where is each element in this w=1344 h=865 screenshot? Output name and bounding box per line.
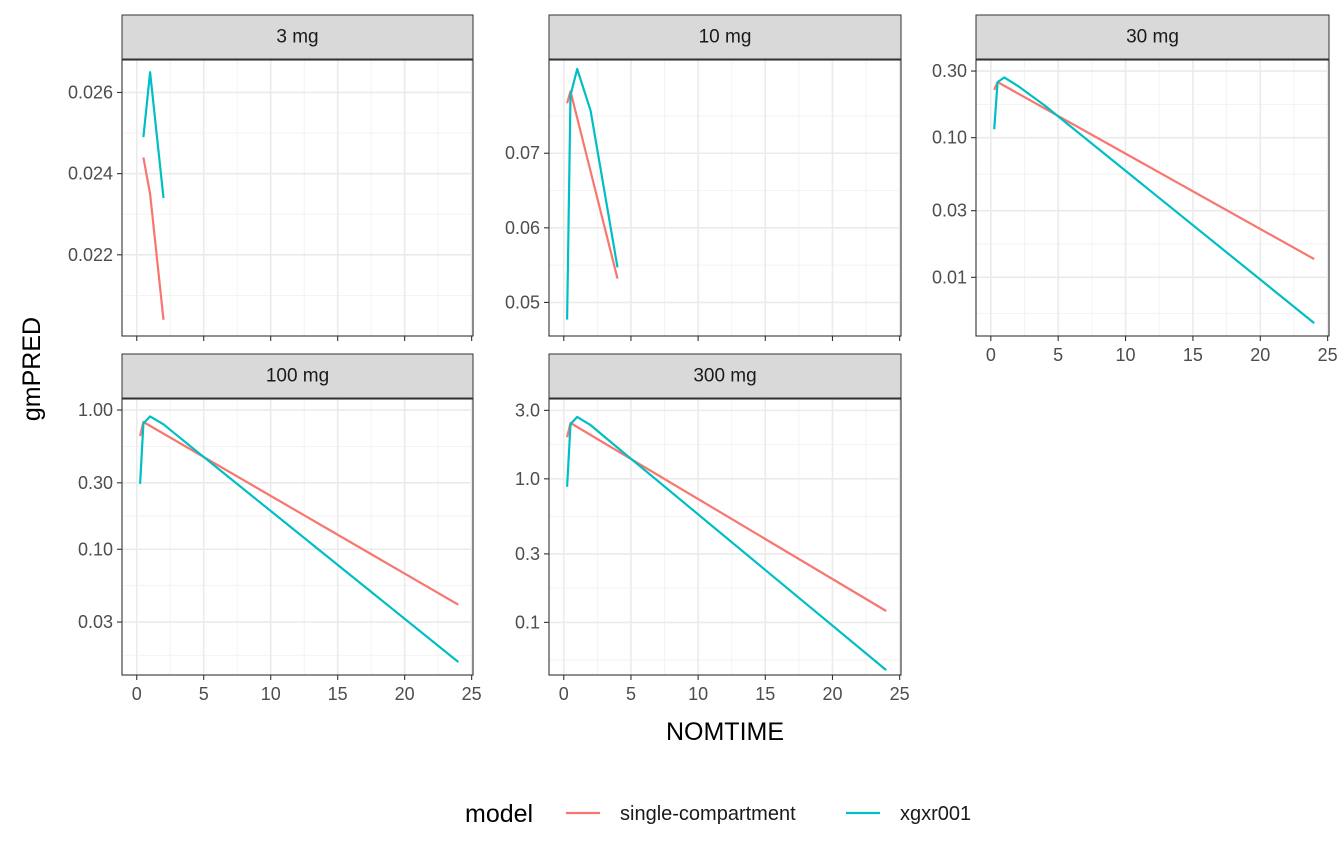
panel-border	[121, 398, 474, 676]
facet-label: 100 mg	[266, 366, 329, 387]
x-axis-title: NOMTIME	[666, 718, 784, 746]
series-line-single-compartment	[142, 157, 165, 320]
y-tick-label: 0.1	[515, 612, 540, 632]
x-tick-label: 25	[890, 684, 910, 704]
x-tick-label: 25	[462, 684, 482, 704]
y-tick-label: 0.026	[68, 82, 113, 102]
x-tick-label: 10	[261, 684, 281, 704]
plot-background	[549, 60, 901, 336]
legend-label-xgxr001: xgxr001	[900, 803, 971, 825]
x-tick-label: 15	[755, 684, 775, 704]
y-tick-label: 0.30	[932, 61, 967, 81]
y-tick-label: 0.03	[932, 201, 967, 221]
panel-border	[121, 59, 474, 337]
x-tick-label: 5	[626, 684, 636, 704]
x-tick-label: 10	[688, 684, 708, 704]
facet-strip	[121, 353, 474, 399]
facet-label: 30 mg	[1126, 27, 1179, 48]
y-tick-label: 0.30	[78, 473, 113, 493]
series-line-xgxr001	[993, 76, 1315, 324]
x-tick-label: 25	[1318, 345, 1338, 365]
x-tick-label: 15	[328, 684, 348, 704]
y-tick-label: 3.0	[515, 400, 540, 420]
y-tick-label: 0.022	[68, 245, 113, 265]
plot-background	[976, 60, 1329, 336]
y-tick-label: 0.10	[78, 539, 113, 559]
x-tick-label: 20	[395, 684, 415, 704]
panel-10-mg: 10 mg 0.05 0.06 0.07	[505, 14, 902, 341]
y-tick-label: 0.01	[932, 267, 967, 287]
y-tick-label: 0.07	[505, 143, 540, 163]
panel-border	[548, 398, 902, 676]
plot-background	[122, 399, 473, 675]
panel-border	[548, 59, 902, 337]
y-tick-label: 0.03	[78, 612, 113, 632]
facet-label: 10 mg	[699, 27, 752, 48]
x-tick-label: 5	[199, 684, 209, 704]
series-line-xgxr001	[139, 415, 459, 663]
y-tick-label: 0.05	[505, 292, 540, 312]
y-tick-label: 0.3	[515, 544, 540, 564]
y-tick-label: 0.024	[68, 164, 113, 184]
facet-label: 3 mg	[276, 27, 318, 48]
series-line-xgxr001	[566, 415, 887, 671]
legend: model single-compartment xgxr001	[465, 800, 971, 828]
legend-title: model	[465, 800, 533, 828]
x-tick-label: 0	[986, 345, 996, 365]
facet-label: 300 mg	[693, 366, 756, 387]
series-line-xgxr001	[142, 71, 165, 199]
plot-background	[122, 60, 473, 336]
y-tick-label: 1.0	[515, 469, 540, 489]
x-tick-label: 10	[1116, 345, 1136, 365]
facet-strip	[548, 14, 902, 60]
x-tick-label: 5	[1053, 345, 1063, 365]
y-axis-title: gmPRED	[18, 317, 46, 421]
x-tick-label: 15	[1183, 345, 1203, 365]
panel-100-mg: 100 mg 0.03 0.10 0.30 1.00 0 5 10 15 20 25	[78, 353, 482, 704]
panel-30-mg: 30 mg 0.01 0.03 0.10 0.30 0 5 10 15 20 25	[932, 14, 1338, 365]
legend-label-single-compartment: single-compartment	[620, 803, 796, 825]
x-tick-label: 20	[1250, 345, 1270, 365]
x-tick-label: 0	[559, 684, 569, 704]
x-tick-label: 0	[132, 684, 142, 704]
facet-strip	[121, 14, 474, 60]
panel-border	[975, 59, 1330, 337]
series-line-xgxr001	[566, 67, 619, 320]
facet-strip	[548, 353, 902, 399]
y-tick-label: 1.00	[78, 400, 113, 420]
y-tick-label: 0.06	[505, 218, 540, 238]
panel-3-mg: 3 mg 0.022 0.024 0.026	[68, 14, 474, 341]
panel-300-mg: 300 mg 0.1 0.3 1.0 3.0 0 5 10 15 20 25	[515, 353, 910, 704]
facet-strip	[975, 14, 1330, 60]
y-tick-label: 0.10	[932, 128, 967, 148]
x-tick-label: 20	[822, 684, 842, 704]
